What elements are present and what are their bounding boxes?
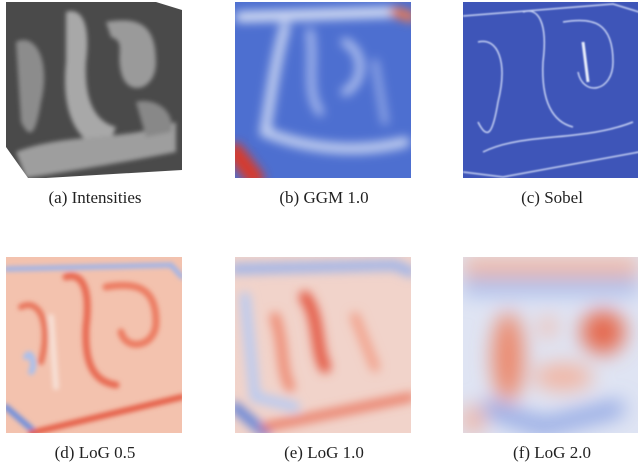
caption: (e) LoG 1.0: [215, 443, 433, 463]
image-log-1-0: [235, 257, 411, 433]
image-log-2-0: [463, 257, 638, 433]
caption: (c) Sobel: [443, 188, 638, 208]
panel-caption: LoG 1.0: [307, 443, 364, 462]
panel-label: (a): [48, 188, 67, 207]
panel-f: (f) LoG 2.0: [463, 257, 638, 433]
caption: (b) GGM 1.0: [215, 188, 433, 208]
panel-d: (d) LoG 0.5: [6, 257, 184, 433]
image-sobel: [463, 2, 638, 178]
image-intensities: [6, 2, 182, 178]
panel-c: (c) Sobel: [463, 2, 638, 178]
caption: (d) LoG 0.5: [0, 443, 204, 463]
panel-caption: Intensities: [72, 188, 142, 207]
caption: (a) Intensities: [0, 188, 204, 208]
panel-label: (c): [521, 188, 540, 207]
caption: (f) LoG 2.0: [443, 443, 638, 463]
panel-label: (d): [55, 443, 75, 462]
panel-label: (b): [279, 188, 299, 207]
panel-e: (e) LoG 1.0: [235, 257, 413, 433]
panel-caption: LoG 2.0: [534, 443, 591, 462]
panel-caption: GGM 1.0: [303, 188, 368, 207]
figure: (a) Intensities (b) GGM 1.0 (c) Sobel: [0, 0, 638, 472]
image-log-0-5: [6, 257, 182, 433]
panel-label: (e): [284, 443, 303, 462]
image-ggm: [235, 2, 411, 178]
panel-a: (a) Intensities: [6, 2, 184, 178]
panel-caption: LoG 0.5: [79, 443, 136, 462]
panel-label: (f): [513, 443, 530, 462]
panel-caption: Sobel: [544, 188, 583, 207]
panel-b: (b) GGM 1.0: [235, 2, 413, 178]
